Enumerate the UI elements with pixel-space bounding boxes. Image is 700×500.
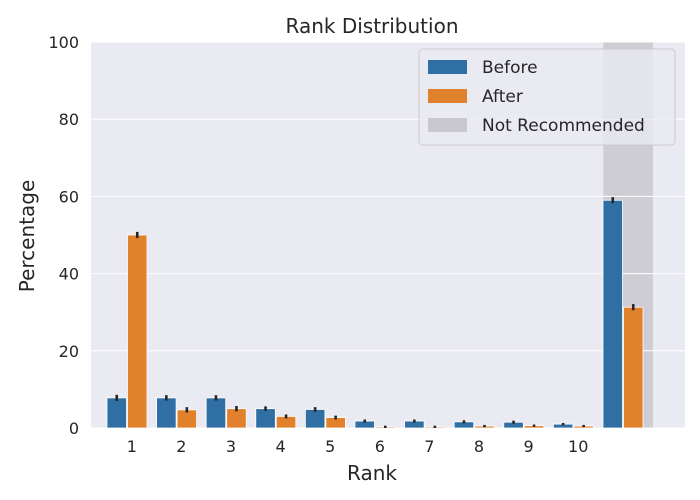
x-tick-label: 5 — [325, 437, 335, 456]
bar-after — [226, 408, 247, 429]
legend-label-not-recommended: Not Recommended — [482, 116, 645, 136]
x-tick-label: 7 — [424, 437, 434, 456]
x-axis-label: Rank — [347, 461, 397, 485]
bar-before — [205, 397, 227, 429]
x-tick-labels: 1 2 3 4 5 6 7 8 9 10 — [127, 437, 589, 456]
bar-before — [602, 199, 623, 429]
bar-before — [255, 408, 276, 429]
x-tick-label: 9 — [524, 437, 534, 456]
y-tick-label: 20 — [59, 342, 79, 361]
x-tick-label: 10 — [568, 437, 588, 456]
y-tick-label: 100 — [48, 33, 79, 52]
legend-label-after: After — [482, 87, 523, 107]
legend-swatch-not-recommended — [428, 118, 467, 132]
error-bars — [115, 197, 635, 428]
y-axis-label: Percentage — [15, 180, 39, 293]
x-tick-label: 1 — [127, 437, 137, 456]
legend-label-before: Before — [482, 58, 538, 78]
legend-swatch-after — [428, 89, 467, 103]
bar-before — [106, 397, 127, 429]
bar-before — [156, 397, 177, 429]
y-tick-label: 40 — [59, 265, 79, 284]
chart-title: Rank Distribution — [285, 14, 458, 38]
y-tick-label: 80 — [59, 110, 79, 129]
legend-box — [418, 48, 676, 146]
bar-after — [127, 234, 148, 429]
bar-after — [623, 306, 644, 429]
x-tick-label: 6 — [375, 437, 385, 456]
x-tick-label: 3 — [226, 437, 236, 456]
legend-swatch-before — [428, 60, 467, 74]
y-tick-labels: 0 20 40 60 80 100 — [48, 33, 79, 438]
x-tick-label: 8 — [474, 437, 484, 456]
bar-after — [176, 409, 198, 429]
legend: Before After Not Recommended — [418, 48, 676, 146]
bar-before — [304, 409, 326, 429]
x-tick-label: 2 — [176, 437, 186, 456]
x-tick-label: 4 — [276, 437, 286, 456]
y-tick-label: 60 — [59, 187, 79, 206]
y-tick-label: 0 — [69, 419, 79, 438]
